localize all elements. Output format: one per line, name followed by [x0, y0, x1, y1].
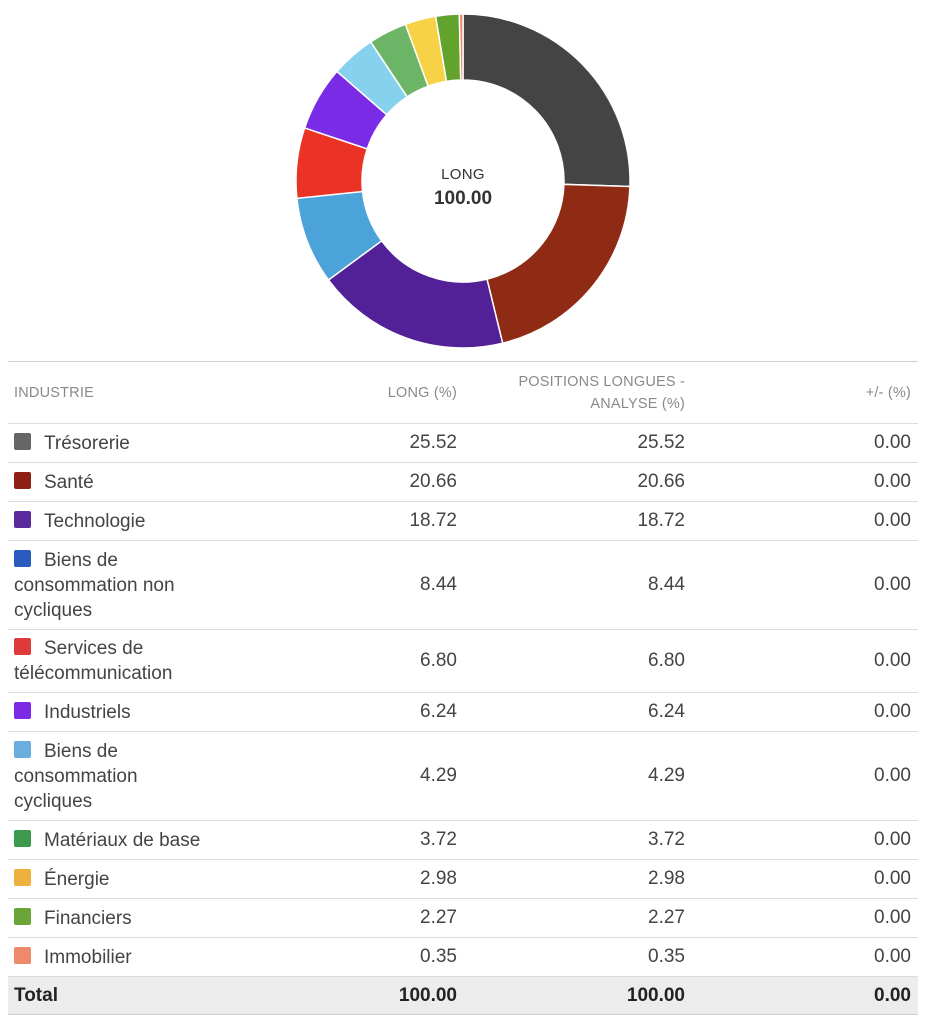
table-row: Services de télécommunication 6.80 6.80 … [8, 630, 918, 693]
diff-value: 0.00 [874, 701, 911, 722]
table-row: Santé 20.66 20.66 0.00 [8, 463, 918, 502]
long-value: 6.80 [420, 650, 457, 671]
long-value: 8.44 [420, 574, 457, 595]
swatch-basic-materials [14, 829, 31, 847]
diff-value: 0.00 [874, 510, 911, 531]
industry-table: INDUSTRIE LONG (%) POSITIONS LONGUES - A… [8, 361, 918, 1015]
diff-value: 0.00 [874, 829, 911, 850]
long-value: 6.24 [420, 701, 457, 722]
industry-name: Matériaux de base [44, 829, 201, 851]
industry-cell: Biens de consommation non cycliques [8, 548, 208, 623]
industry-name: Industriels [44, 701, 131, 723]
diff-value: 0.00 [874, 432, 911, 453]
analysis-value: 0.35 [648, 946, 685, 967]
industry-cell: Services de télécommunication [8, 636, 208, 686]
swatch-technology [14, 510, 31, 528]
header-diff[interactable]: +/- (%) [865, 384, 911, 401]
long-value: 18.72 [409, 510, 457, 531]
long-value: 4.29 [420, 765, 457, 786]
diff-value: 0.00 [874, 946, 911, 967]
analysis-value: 8.44 [648, 574, 685, 595]
industry-cell: Technologie [8, 509, 328, 534]
industry-name: Services de télécommunication [14, 638, 173, 684]
header-long[interactable]: LONG (%) [387, 384, 457, 401]
table-row: Technologie 18.72 18.72 0.00 [8, 502, 918, 541]
analysis-value: 4.29 [648, 765, 685, 786]
swatch-telecom [14, 638, 31, 655]
long-value: 2.27 [420, 907, 457, 928]
table-row: Trésorerie 25.52 25.52 0.00 [8, 424, 918, 463]
header-industry[interactable]: INDUSTRIE [14, 384, 94, 401]
long-value: 3.72 [420, 829, 457, 850]
analysis-value: 18.72 [637, 510, 685, 531]
header-analysis[interactable]: POSITIONS LONGUES - ANALYSE (%) [457, 371, 685, 415]
industry-name: Biens de consommation non cycliques [14, 549, 175, 621]
diff-value: 0.00 [874, 574, 911, 595]
header-analysis-line2: ANALYSE (%) [590, 395, 685, 412]
diff-value: 0.00 [874, 907, 911, 928]
swatch-energy [14, 868, 31, 886]
analysis-value: 20.66 [637, 471, 685, 492]
diff-value: 0.00 [874, 765, 911, 786]
total-analysis: 100.00 [626, 984, 685, 1006]
donut-slice-treasury[interactable] [462, 13, 631, 188]
header-analysis-line1: POSITIONS LONGUES - [518, 373, 685, 390]
donut-center-value: 100.00 [433, 188, 493, 209]
industry-cell: Industriels [8, 700, 328, 725]
table-row: Matériaux de base 3.72 3.72 0.00 [8, 821, 918, 860]
swatch-consumer-defensive [14, 549, 31, 567]
analysis-value: 6.80 [648, 650, 685, 671]
industry-cell: Financiers [8, 906, 328, 931]
industry-cell: Biens de consommation cycliques [8, 739, 188, 814]
table-row: Industriels 6.24 6.24 0.00 [8, 693, 918, 732]
table-total-row: Total 100.00 100.00 0.00 [8, 977, 918, 1015]
diff-value: 0.00 [874, 868, 911, 889]
total-label: Total [14, 984, 58, 1006]
donut-svg [295, 13, 631, 349]
analysis-value: 2.98 [648, 868, 685, 889]
industry-name: Trésorerie [44, 432, 130, 454]
long-value: 25.52 [409, 432, 457, 453]
industry-name: Biens de consommation cycliques [14, 740, 138, 812]
total-long: 100.00 [398, 984, 457, 1006]
industry-cell: Immobilier [8, 945, 328, 970]
swatch-consumer-cyclical [14, 740, 31, 758]
swatch-health [14, 471, 31, 489]
table-header-row: INDUSTRIE LONG (%) POSITIONS LONGUES - A… [8, 362, 918, 424]
industry-cell: Énergie [8, 867, 328, 892]
industry-cell: Santé [8, 470, 328, 495]
table-row: Biens de consommation cycliques 4.29 4.2… [8, 732, 918, 821]
donut-slice-health[interactable] [486, 183, 631, 345]
industry-cell: Trésorerie [8, 431, 328, 456]
swatch-financials [14, 907, 31, 925]
analysis-value: 25.52 [637, 432, 685, 453]
analysis-value: 2.27 [648, 907, 685, 928]
swatch-industrials [14, 701, 31, 719]
total-diff: 0.00 [874, 984, 911, 1006]
long-value: 20.66 [409, 471, 457, 492]
table-row: Biens de consommation non cycliques 8.44… [8, 541, 918, 630]
table-row: Immobilier 0.35 0.35 0.00 [8, 938, 918, 977]
industry-name: Technologie [44, 510, 146, 532]
donut-center-title: LONG [441, 166, 485, 183]
analysis-value: 3.72 [648, 829, 685, 850]
diff-value: 0.00 [874, 650, 911, 671]
industry-name: Immobilier [44, 946, 132, 968]
industry-cell: Matériaux de base [8, 828, 328, 853]
swatch-treasury [14, 432, 31, 450]
industry-name: Santé [44, 471, 94, 493]
swatch-real-estate [14, 946, 31, 964]
long-value: 2.98 [420, 868, 457, 889]
diff-value: 0.00 [874, 471, 911, 492]
long-value: 0.35 [420, 946, 457, 967]
donut-slice-real-estate[interactable] [458, 13, 464, 81]
table-row: Énergie 2.98 2.98 0.00 [8, 860, 918, 899]
industry-name: Financiers [44, 907, 132, 929]
table-row: Financiers 2.27 2.27 0.00 [8, 899, 918, 938]
industry-name: Énergie [44, 868, 110, 890]
analysis-value: 6.24 [648, 701, 685, 722]
sector-donut-chart: LONG 100.00 [0, 0, 927, 355]
